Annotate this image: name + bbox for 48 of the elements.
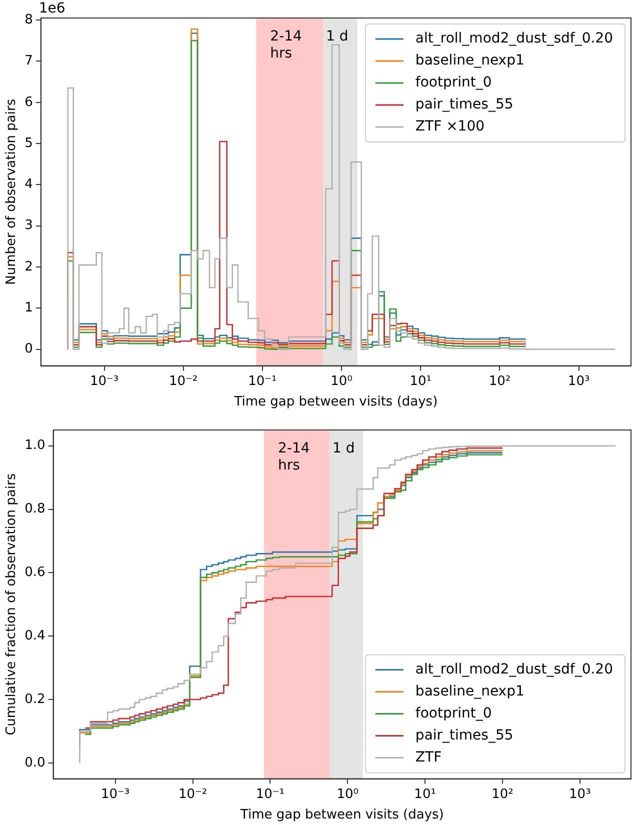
legend-label: footprint_0 xyxy=(415,74,492,91)
x-tick-label: 10⁰ xyxy=(330,374,352,389)
x-axis-title: Time gap between visits (days) xyxy=(233,394,438,410)
y-tick-label: 0.8 xyxy=(24,502,46,517)
x-tick-label: 10⁻¹ xyxy=(256,786,284,802)
text: 1e6 xyxy=(38,0,66,17)
band-label: 2-14 hrs xyxy=(270,28,302,62)
x-tick-label: 10⁻¹ xyxy=(248,374,277,389)
x-tick-label: 10⁻² xyxy=(178,786,208,802)
y-tick-label: 8 xyxy=(24,12,33,28)
y-tick-label: 5 xyxy=(24,136,33,151)
y-axis-title: Cumulative fraction of observation pairs xyxy=(4,473,20,736)
legend-label: ZTF ×100 xyxy=(415,118,485,135)
y-tick-label: 1 xyxy=(24,300,33,316)
y-tick-label: 6 xyxy=(24,94,33,110)
y-tick-label: 0.2 xyxy=(24,692,46,707)
legend-label: footprint_0 xyxy=(415,705,492,722)
y-tick-label: 1.0 xyxy=(24,438,46,454)
legend-label: pair_times_55 xyxy=(415,96,514,113)
y-tick-label: 0 xyxy=(24,342,33,357)
band-label: 1 d xyxy=(332,440,355,457)
x-axis-title: Time gap between visits (days) xyxy=(239,808,444,823)
y-tick-label: 0.4 xyxy=(24,628,46,644)
x-tick-label: 10⁰ xyxy=(336,786,358,802)
y-axis-title: Number of observation pairs xyxy=(4,98,20,285)
x-tick-label: 10² xyxy=(492,786,514,802)
y-tick-label: 0.6 xyxy=(24,565,46,580)
x-tick-label: 10² xyxy=(488,374,511,389)
band-label: 2-14 hrs xyxy=(278,440,310,474)
y-tick-label: 7 xyxy=(24,54,33,69)
x-tick-label: 10⁻² xyxy=(169,374,198,389)
band-label: 1 d xyxy=(326,28,348,45)
y-tick-label: 2 xyxy=(24,259,33,274)
x-tick-label: 10¹ xyxy=(414,786,436,802)
x-tick-label: 10⁻³ xyxy=(101,786,130,802)
legend-label: pair_times_55 xyxy=(415,727,514,744)
x-tick-label: 10³ xyxy=(569,786,591,802)
y-tick-label: 0.0 xyxy=(24,755,46,770)
x-tick-label: 10¹ xyxy=(410,374,432,389)
x-tick-label: 10³ xyxy=(568,374,590,389)
legend-label: baseline_nexp1 xyxy=(415,52,524,69)
legend-label: ZTF xyxy=(415,749,442,766)
legend-label: alt_roll_mod2_dust_sdf_0.20 xyxy=(415,30,614,47)
x-tick-label: 10⁻³ xyxy=(90,374,119,389)
legend-label: baseline_nexp1 xyxy=(415,683,524,700)
legend-label: alt_roll_mod2_dust_sdf_0.20 xyxy=(415,661,614,678)
y-tick-label: 3 xyxy=(24,218,33,234)
y-tick-label: 4 xyxy=(24,177,33,192)
